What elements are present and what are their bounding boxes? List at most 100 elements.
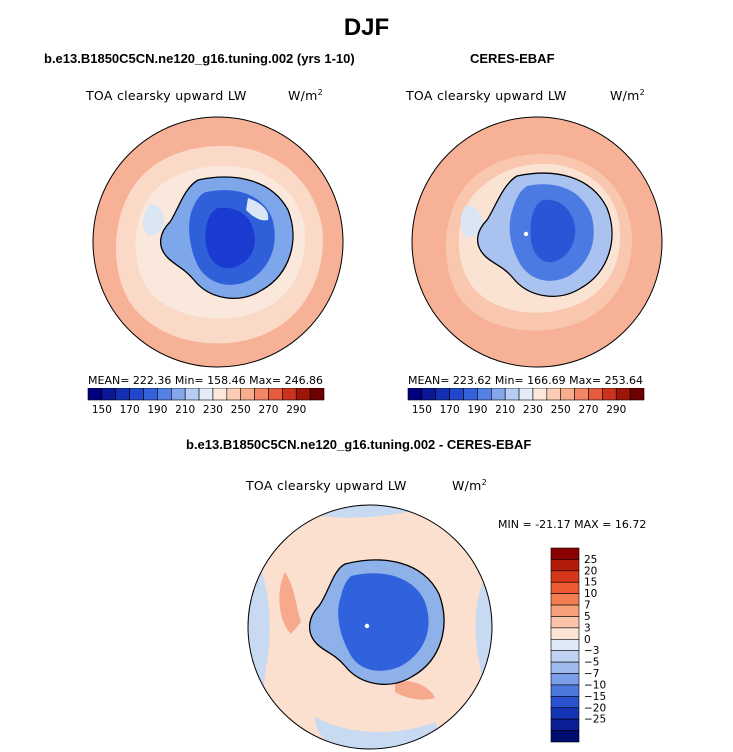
colorbar-box (550, 707, 580, 720)
colorbar-box (550, 684, 580, 697)
colorbar-box (518, 388, 534, 401)
colorbar-tick-label: 270 (258, 404, 278, 416)
colorbar-box (629, 388, 645, 401)
colorbar-box (504, 388, 520, 401)
panel2-variable-label: TOA clearsky upward LW (406, 88, 567, 103)
colorbar-box (463, 388, 478, 401)
colorbar-box (226, 388, 242, 401)
panel1-stats: MEAN= 222.36 Min= 158.46 Max= 246.86 (88, 374, 324, 387)
colorbar-box (546, 388, 562, 401)
panel3-pole-marker (364, 623, 370, 629)
colorbar-tick-label: 190 (467, 404, 487, 416)
colorbar-box (550, 604, 580, 617)
colorbar-tick-label: 230 (523, 404, 543, 416)
colorbar-tick-label: −5 (584, 657, 599, 669)
colorbar-box (129, 388, 144, 401)
panel1-variable-label: TOA clearsky upward LW (86, 88, 247, 103)
colorbar-tick-label: −15 (584, 691, 606, 703)
colorbar-box (268, 388, 283, 401)
colorbar-box (449, 388, 464, 401)
panel2-stats: MEAN= 223.62 Min= 166.69 Max= 253.64 (408, 374, 644, 387)
colorbar-tick-label: 270 (578, 404, 598, 416)
colorbar-box (550, 718, 580, 731)
colorbar-tick-label: 10 (584, 588, 597, 600)
colorbar-box (550, 570, 580, 583)
panel2-plateau-core (530, 199, 576, 263)
colorbar-tick-label: −7 (584, 668, 599, 680)
colorbar-tick-label: 170 (120, 404, 140, 416)
colorbar-tick-label: −20 (584, 702, 606, 714)
colorbar-box (170, 388, 186, 401)
colorbar-tick-label: 7 (584, 600, 591, 612)
colorbar-box (254, 388, 269, 401)
colorbar-box (435, 388, 450, 401)
panel1-map-border (92, 116, 344, 368)
colorbar-tick-label: 250 (551, 404, 571, 416)
panel3-plateau-negative (338, 573, 429, 671)
colorbar-box (588, 388, 603, 401)
colorbar-tick-label: 290 (606, 404, 626, 416)
panel1-colorbar: 150 170 190 210 230 250 270 290 (87, 388, 325, 416)
panel3-polar-map (247, 504, 493, 750)
panel3-units-label: W/m2 (452, 478, 488, 494)
colorbar-box (550, 661, 580, 674)
colorbar-tick-label: 20 (584, 565, 597, 577)
colorbar-tick-label: 290 (286, 404, 306, 416)
colorbar-tick-label: −3 (584, 645, 599, 657)
colorbar-tick-label: −10 (584, 679, 606, 691)
panel2-polar-map (411, 116, 663, 368)
colorbar-box (550, 627, 580, 640)
panel1-peninsula-ice (142, 204, 165, 236)
colorbar-tick-label: 170 (440, 404, 460, 416)
colorbar-tick-label: 0 (584, 634, 591, 646)
panel3-north-negative (285, 505, 445, 518)
panel2-title: CERES-EBAF (470, 51, 555, 66)
colorbar-box (212, 388, 228, 401)
colorbar-tick-label: 15 (584, 577, 597, 589)
colorbar-box (115, 388, 130, 401)
colorbar-box (282, 388, 297, 401)
panel2-colorbar: 150 170 190 210 230 250 270 290 (407, 388, 645, 416)
colorbar-box (143, 388, 158, 401)
colorbar-box (309, 388, 325, 401)
colorbar-box (560, 388, 575, 401)
colorbar-box (490, 388, 506, 401)
panel1-title: b.e13.B1850C5CN.ne120_g16.tuning.002 (yr… (44, 51, 355, 66)
panel3-peninsula-positive (279, 572, 301, 634)
colorbar-box (550, 547, 580, 560)
colorbar-box (184, 388, 200, 401)
colorbar-box (550, 696, 580, 709)
colorbar-box (550, 650, 580, 663)
panel1-ross-ice (246, 198, 269, 221)
colorbar-tick-label: 150 (412, 404, 432, 416)
figure-title: DJF (343, 14, 390, 41)
colorbar-tick-label: −25 (584, 714, 606, 726)
colorbar-box (550, 673, 580, 686)
colorbar-box (550, 638, 580, 652)
panel1-polar-map (92, 116, 344, 368)
colorbar-box (240, 388, 255, 401)
colorbar-tick-label: 3 (584, 622, 591, 634)
colorbar-box (477, 388, 492, 401)
panel1-units-label: W/m2 (288, 88, 324, 104)
colorbar-box (198, 388, 214, 401)
colorbar-box (550, 730, 580, 743)
panel3-map-border (247, 504, 493, 750)
colorbar-tick-label: 25 (584, 554, 597, 566)
colorbar-box (550, 581, 580, 594)
colorbar-box (295, 388, 311, 401)
colorbar-box (574, 388, 589, 401)
colorbar-tick-label: 210 (495, 404, 515, 416)
panel3-variable-label: TOA clearsky upward LW (246, 478, 407, 493)
colorbar-box (421, 388, 437, 401)
panel2-units-label: W/m2 (610, 88, 646, 104)
colorbar-tick-label: 150 (92, 404, 112, 416)
colorbar-box (602, 388, 617, 401)
colorbar-tick-label: 190 (147, 404, 167, 416)
panel3-ross-positive (395, 681, 435, 700)
colorbar-tick-label: 210 (175, 404, 195, 416)
colorbar-box (550, 559, 580, 572)
colorbar-box (87, 388, 103, 401)
panel3-title: b.e13.B1850C5CN.ne120_g16.tuning.002 - C… (186, 437, 532, 452)
